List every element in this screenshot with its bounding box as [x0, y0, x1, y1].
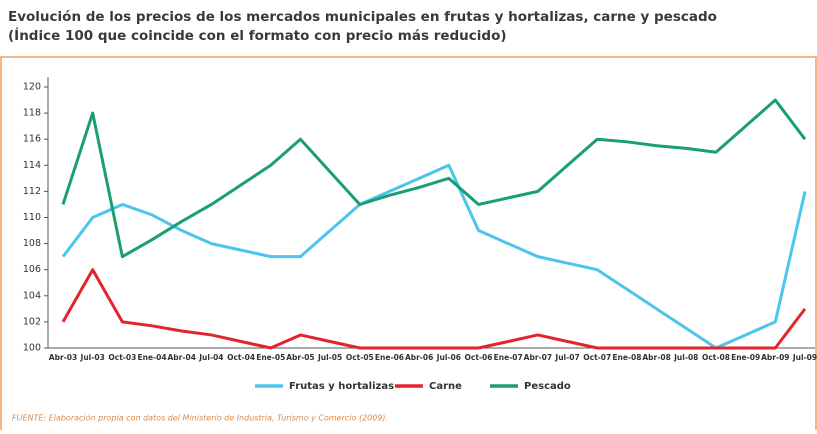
x-tick-label: Ene-04 [137, 353, 166, 362]
y-tick-label: 100 [23, 343, 41, 354]
x-tick-label: Ene-09 [731, 353, 760, 362]
x-tick-label: Jul-05 [317, 353, 342, 362]
x-tick-label: Jul-08 [673, 353, 698, 362]
frame [0, 56, 817, 430]
series-line [61, 163, 807, 350]
x-tick-label: Abr-03 [49, 353, 77, 362]
series-line [61, 98, 807, 259]
x-tick-label: Ene-06 [375, 353, 404, 362]
x-tick-label: Oct-06 [465, 353, 493, 362]
x-tick-label: Oct-07 [583, 353, 611, 362]
y-tick-label: 102 [23, 316, 41, 327]
x-tick-label: Oct-05 [346, 353, 374, 362]
legend-label: Pescado [524, 381, 571, 392]
x-tick-label: Abr-06 [405, 353, 433, 362]
x-tick-label: Jul-03 [80, 353, 105, 362]
x-tick-label: Ene-07 [494, 353, 523, 362]
y-tick-label: 120 [23, 82, 41, 93]
x-tick-label: Abr-04 [168, 353, 196, 362]
x-tick-label: Jul-06 [436, 353, 461, 362]
legend-label: Frutas y hortalizas [289, 381, 394, 392]
y-tick-label: 104 [23, 290, 41, 301]
x-tick-label: Abr-07 [524, 353, 552, 362]
y-tick-label: 106 [23, 264, 41, 275]
x-tick-label: Ene-08 [612, 353, 641, 362]
x-tick-label: Ene-05 [256, 353, 285, 362]
y-tick-label: 110 [23, 212, 41, 223]
x-tick-label: Oct-04 [227, 353, 255, 362]
x-tick-label: Jul-09 [792, 353, 817, 362]
x-tick-label: Oct-08 [702, 353, 730, 362]
legend-label: Carne [429, 381, 462, 392]
y-tick-label: 114 [23, 160, 41, 171]
x-tick-label: Jul-07 [554, 353, 579, 362]
chart-subtitle: (Índice 100 que coincide con el formato … [8, 27, 507, 44]
series-line [61, 268, 807, 350]
x-tick-label: Jul-04 [198, 353, 223, 362]
y-tick-label: 118 [23, 108, 41, 119]
source: FUENTE: Elaboración propia con datos del… [12, 413, 388, 423]
x-tick-label: Oct-03 [108, 353, 136, 362]
x-tick-label: Abr-09 [761, 353, 789, 362]
y-tick-label: 116 [23, 134, 41, 145]
y-tick-label: 112 [23, 186, 41, 197]
x-tick-label: Abr-05 [286, 353, 314, 362]
chart-title: Evolución de los precios de los mercados… [8, 9, 717, 25]
x-tick-label: Abr-08 [642, 353, 670, 362]
y-tick-label: 108 [23, 238, 41, 249]
